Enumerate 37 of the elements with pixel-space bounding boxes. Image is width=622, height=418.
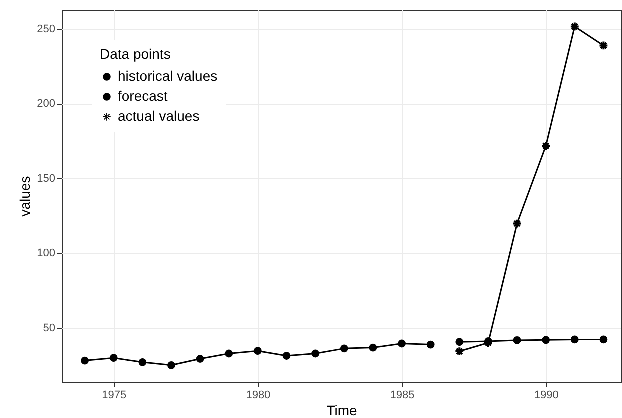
point (282, 352, 291, 360)
point (426, 340, 435, 349)
legend-label: forecast (118, 88, 168, 104)
point (369, 344, 378, 352)
point (138, 358, 147, 366)
y-tick-label: 250 (37, 23, 56, 36)
point (398, 340, 406, 348)
point (168, 361, 176, 370)
point (570, 336, 579, 344)
legend-label: historical values (118, 68, 218, 84)
x-tick-label: 1990 (534, 390, 559, 402)
point (513, 336, 522, 344)
y-tick-label: 100 (37, 248, 56, 260)
point (110, 354, 118, 362)
y-axis-title: values (17, 176, 34, 217)
point (542, 142, 550, 150)
y-tick-label: 50 (43, 322, 56, 334)
legend-title: Data points (100, 46, 171, 62)
point (456, 348, 464, 356)
point (600, 336, 608, 344)
point (312, 350, 320, 358)
x-tick-label: 1975 (102, 390, 127, 402)
point (196, 355, 204, 363)
legend-label: actual values (118, 108, 200, 124)
y-tick-label: 200 (37, 98, 56, 110)
point (570, 22, 579, 31)
x-axis-title: Time (326, 402, 358, 418)
point (340, 344, 348, 353)
point (81, 356, 90, 365)
point (600, 42, 608, 50)
point (254, 347, 262, 356)
y-tick-label: 150 (37, 172, 56, 185)
point (456, 338, 464, 346)
x-tick-label: 1985 (390, 390, 415, 402)
x-tick-label: 1980 (246, 390, 271, 402)
point (542, 336, 550, 344)
point (225, 350, 234, 358)
